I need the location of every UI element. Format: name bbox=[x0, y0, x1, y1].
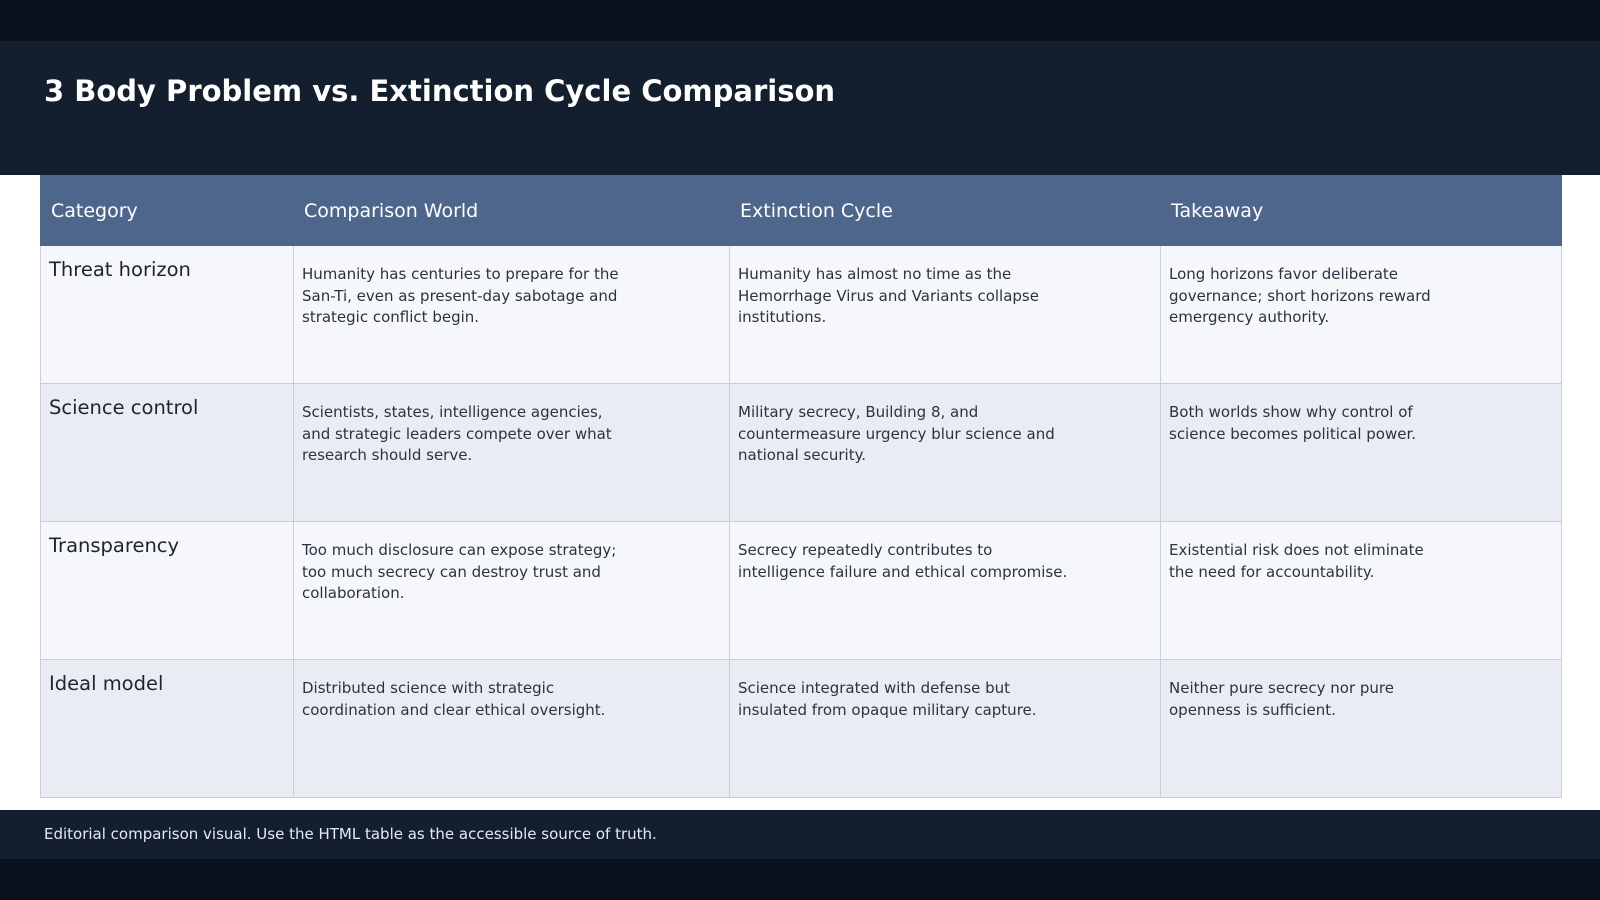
extinction-cycle-cell: Science integrated with defense but insu… bbox=[729, 659, 1161, 798]
cell-text: Military secrecy, Building 8, and counte… bbox=[738, 403, 1055, 464]
takeaway-cell: Neither pure secrecy nor pure openness i… bbox=[1160, 659, 1562, 798]
category-cell: Ideal model bbox=[40, 659, 294, 798]
page-header bbox=[0, 41, 1600, 175]
table-row: Threat horizon Humanity has centuries to… bbox=[40, 245, 1562, 384]
comparison-world-cell: Humanity has centuries to prepare for th… bbox=[293, 245, 730, 384]
table-row: Transparency Too much disclosure can exp… bbox=[40, 521, 1562, 660]
bottom-strip bbox=[0, 859, 1600, 900]
table-row: Ideal model Distributed science with str… bbox=[40, 659, 1562, 798]
header-extinction-cycle: Extinction Cycle bbox=[729, 175, 1161, 246]
takeaway-cell: Long horizons favor deliberate governanc… bbox=[1160, 245, 1562, 384]
header-comparison-world: Comparison World bbox=[293, 175, 730, 246]
category-cell: Threat horizon bbox=[40, 245, 294, 384]
footer-note: Editorial comparison visual. Use the HTM… bbox=[44, 825, 657, 843]
cell-text: Scientists, states, intelligence agencie… bbox=[302, 403, 612, 464]
takeaway-cell: Both worlds show why control of science … bbox=[1160, 383, 1562, 522]
top-strip bbox=[0, 0, 1600, 41]
table-row: Science control Scientists, states, inte… bbox=[40, 383, 1562, 522]
cell-text: Distributed science with strategic coord… bbox=[302, 679, 606, 719]
cell-text: Both worlds show why control of science … bbox=[1169, 403, 1417, 443]
category-cell: Science control bbox=[40, 383, 294, 522]
comparison-world-cell: Scientists, states, intelligence agencie… bbox=[293, 383, 730, 522]
header-takeaway: Takeaway bbox=[1160, 175, 1562, 246]
cell-text: Secrecy repeatedly contributes to intell… bbox=[738, 541, 1068, 581]
extinction-cycle-cell: Humanity has almost no time as the Hemor… bbox=[729, 245, 1161, 384]
extinction-cycle-cell: Military secrecy, Building 8, and counte… bbox=[729, 383, 1161, 522]
cell-text: Humanity has almost no time as the Hemor… bbox=[738, 265, 1039, 326]
page-footer: Editorial comparison visual. Use the HTM… bbox=[0, 810, 1600, 859]
cell-text: Existential risk does not eliminate the … bbox=[1169, 541, 1424, 581]
takeaway-cell: Existential risk does not eliminate the … bbox=[1160, 521, 1562, 660]
cell-text: Science integrated with defense but insu… bbox=[738, 679, 1037, 719]
page-title: 3 Body Problem vs. Extinction Cycle Comp… bbox=[44, 74, 836, 108]
cell-text: Long horizons favor deliberate governanc… bbox=[1169, 265, 1431, 326]
cell-text: Neither pure secrecy nor pure openness i… bbox=[1169, 679, 1394, 719]
cell-text: Too much disclosure can expose strategy;… bbox=[302, 541, 617, 602]
comparison-world-cell: Too much disclosure can expose strategy;… bbox=[293, 521, 730, 660]
cell-text: Humanity has centuries to prepare for th… bbox=[302, 265, 619, 326]
table-header-row: Category Comparison World Extinction Cyc… bbox=[40, 175, 1562, 246]
comparison-world-cell: Distributed science with strategic coord… bbox=[293, 659, 730, 798]
header-category: Category bbox=[40, 175, 294, 246]
comparison-table: Category Comparison World Extinction Cyc… bbox=[40, 175, 1562, 798]
category-cell: Transparency bbox=[40, 521, 294, 660]
extinction-cycle-cell: Secrecy repeatedly contributes to intell… bbox=[729, 521, 1161, 660]
